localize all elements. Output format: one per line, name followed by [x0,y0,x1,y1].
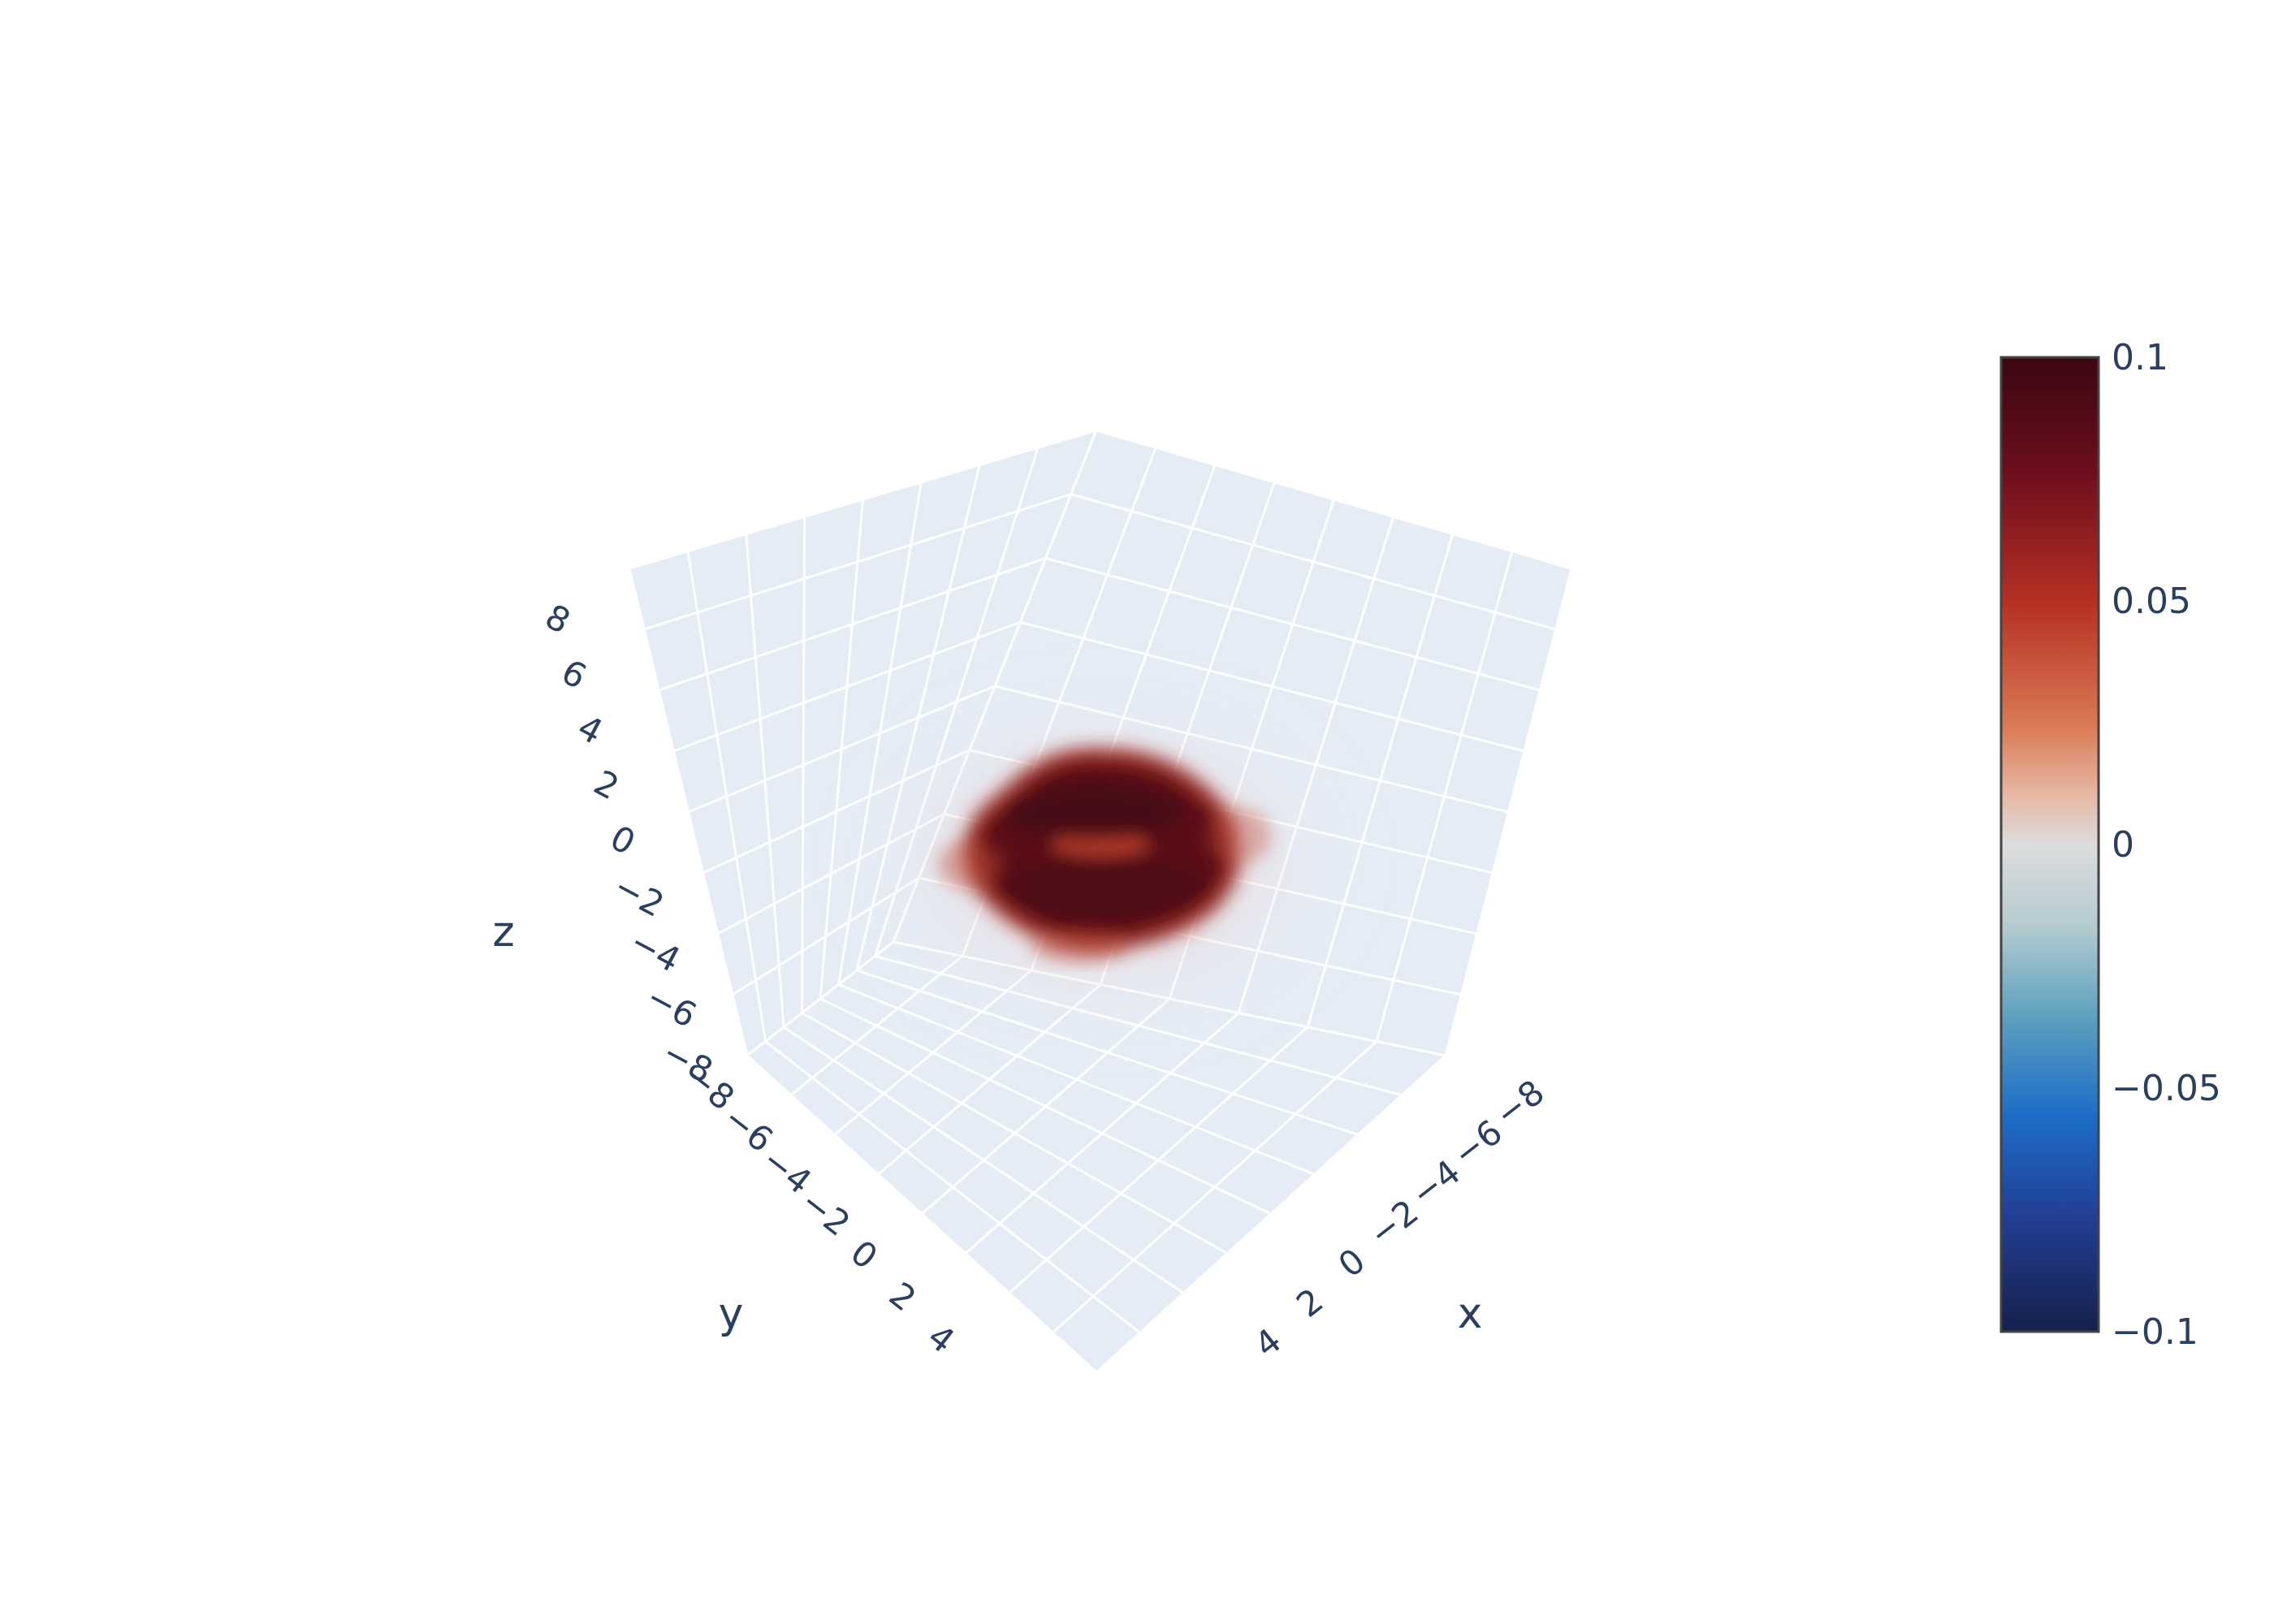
y-tick-label: 2 [882,1274,923,1319]
colorbar-tick-label: 0 [2112,824,2134,866]
z-axis-title: z [492,908,514,957]
x-tick-label: −6 [1446,1112,1510,1174]
z-tick-label: 0 [604,818,642,863]
right-wall-vertical-gridline [1306,533,1455,1028]
z-tick-label: 6 [556,651,594,697]
torus-outer-rim [962,745,1242,954]
torus-inner-shade [1003,784,1182,840]
colorbar: 0.1 0.05 0 −0.05 −0.1 [1999,337,2221,1353]
colorbar-tick-label: 0.1 [2112,337,2168,378]
y-tick-label: 0 [843,1233,884,1277]
volume-torus [962,745,1242,954]
colorbar-gradient [1999,356,2100,1333]
x-tick-label: −2 [1362,1192,1426,1255]
plot-scene [628,428,1573,1375]
z-tick-label: −4 [624,922,687,980]
torus-left-lobe [938,840,1003,889]
left-wall-horizontal-gridline [687,685,996,814]
floor-gridline-b [1052,1040,1378,1334]
z-tick-label: −6 [640,977,703,1035]
colorbar-tick-label: −0.05 [2112,1068,2221,1109]
floor-gridline-a [764,1040,1141,1334]
z-tick-label: 2 [588,762,626,808]
floor-gridline-a [801,1012,1228,1255]
x-tick-label: −4 [1403,1152,1468,1215]
z-tick-label: 4 [572,707,610,753]
left-wall-vertical-gridline [745,533,785,1028]
torus-right-lobe [1206,808,1271,865]
x-tick-label: −8 [1488,1072,1552,1134]
floor-gridline-b [921,997,1170,1216]
colorbar-tick-label: −0.1 [2112,1311,2198,1353]
x-tick-label: 0 [1331,1241,1373,1285]
torus-front-shade [999,857,1210,922]
x-tick-label: 4 [1247,1320,1288,1365]
y-axis-title: y [719,1289,744,1338]
left-wall-vertical-gridline [686,551,767,1042]
z-tick-label: −2 [607,866,671,925]
z-tick-label: 8 [539,596,577,641]
x-axis-title: x [1458,1289,1483,1338]
colorbar-ticks: 0.1 0.05 0 −0.05 −0.1 [2112,337,2221,1353]
floor [745,940,1449,1375]
y-tick-label: 4 [920,1316,962,1361]
right-wall-vertical-gridline [1375,551,1514,1042]
floor-gridline-b [1008,1026,1308,1294]
x-tick-label: 2 [1289,1281,1330,1325]
colorbar-tick-label: 0.05 [2112,581,2191,622]
floor-gridline-a [783,1026,1185,1294]
left-wall-vertical-gridline [801,516,806,1013]
floor-gridline-b [964,1012,1239,1255]
torus-bottom-lobe [1031,930,1129,962]
